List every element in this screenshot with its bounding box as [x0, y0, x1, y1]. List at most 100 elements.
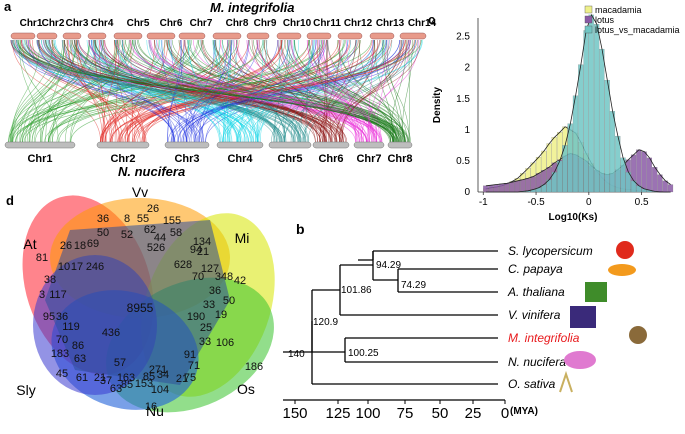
bottom-chr-bar	[97, 142, 149, 148]
venn-value: 42	[234, 275, 246, 287]
x-tick-label: 0.5	[635, 197, 649, 208]
top-chr-label: Chr9	[254, 18, 277, 29]
venn-value: 436	[102, 327, 120, 339]
tree-species-label: M. integrifolia	[508, 331, 580, 345]
hist-bar-lotus	[668, 185, 673, 192]
venn-value: 36	[209, 285, 221, 297]
tree-axis-tick-label: 75	[397, 405, 414, 422]
legend-swatch	[585, 6, 592, 13]
venn-value: 18	[74, 240, 86, 252]
venn-set-label: At	[23, 236, 36, 252]
tree-axis-tick-label: 150	[282, 405, 307, 422]
branch-n1	[358, 251, 373, 260]
venn-set-label: Os	[237, 381, 255, 397]
venn-value: 33	[203, 299, 215, 311]
y-tick-label: 0.5	[456, 156, 470, 167]
top-species-label: M. integrifolia	[210, 0, 295, 15]
venn-value: 3	[39, 289, 45, 301]
venn-value: 17	[71, 261, 83, 273]
venn-value: 21	[94, 372, 106, 384]
papaya-thumbnail	[608, 264, 636, 276]
bottom-chr-bar	[165, 142, 209, 148]
arabidopsis-thumbnail	[585, 282, 607, 302]
hist-bar-lotus	[657, 175, 662, 192]
venn-value: 61	[76, 372, 88, 384]
tree-node-label: 100.25	[348, 348, 379, 359]
top-chr-bar	[370, 33, 394, 39]
venn-value: 94	[190, 244, 202, 256]
hist-bar-lotus	[520, 180, 525, 192]
venn-set-label: Mi	[235, 230, 250, 246]
venn-value: 70	[56, 334, 68, 346]
venn-value: 104	[151, 384, 169, 396]
hist-bar-lotus_vs_macadamia	[584, 30, 589, 192]
hist-bar-lotus	[526, 178, 531, 192]
panel-d-letter: d	[6, 193, 14, 208]
bottom-chr-label: Chr5	[277, 153, 302, 165]
venn-value: 106	[216, 337, 234, 349]
venn-value: 526	[147, 242, 165, 254]
venn-value: 81	[36, 252, 48, 264]
top-chr-label: Chr4	[91, 18, 114, 29]
panel-b-letter: b	[296, 221, 305, 237]
venn-value: 628	[174, 259, 192, 271]
venn-value: 117	[49, 289, 67, 301]
y-tick-label: 2	[464, 63, 470, 74]
hist-bar-lotus	[510, 182, 515, 192]
hist-bar-lotus_vs_macadamia	[594, 24, 599, 192]
top-chr-bar	[11, 33, 35, 39]
hist-bar-lotus_vs_macadamia	[562, 145, 567, 192]
top-chr-bar	[63, 33, 81, 39]
top-chr-label: Chr1	[20, 18, 43, 29]
venn-value: 348	[215, 271, 233, 283]
hist-bar-lotus_vs_macadamia	[573, 96, 578, 192]
venn-value: 95	[43, 311, 55, 323]
tree-species-label: C. papaya	[508, 262, 563, 276]
hist-bar-lotus	[515, 181, 520, 192]
venn-value: 155	[163, 215, 181, 227]
legend-label: lotus_vs_macadamia	[595, 25, 680, 35]
top-chr-label: Chr10	[283, 18, 312, 29]
top-chr-bar	[400, 33, 426, 39]
bottom-chr-bar	[313, 142, 349, 148]
venn-value: 21	[176, 373, 188, 385]
tree-species-label: A. thaliana	[507, 285, 565, 299]
venn-value: 34	[157, 369, 169, 381]
venn-value: 246	[86, 261, 104, 273]
venn-value: 70	[192, 271, 204, 283]
tree-species-label: O. sativa	[508, 377, 556, 391]
top-chr-label: Chr12	[344, 18, 373, 29]
top-chr-bar	[179, 33, 205, 39]
tree-axis-tick-label: 100	[355, 405, 380, 422]
tree-node-label: 101.86	[341, 285, 372, 296]
bottom-chr-label: Chr4	[227, 153, 253, 165]
top-chr-label: Chr13	[376, 18, 405, 29]
venn-value: 190	[187, 311, 205, 323]
hist-bar-lotus_vs_macadamia	[610, 111, 615, 192]
venn-value: 36	[97, 213, 109, 225]
top-chr-label: Chr7	[190, 18, 213, 29]
legend-swatch	[585, 16, 592, 23]
venn-value: 58	[170, 227, 182, 239]
bottom-species-label: N. nucifera	[118, 164, 185, 179]
hist-bar-lotus_vs_macadamia	[578, 65, 583, 192]
venn-value: 163	[117, 372, 135, 384]
bottom-chr-label: Chr7	[356, 153, 381, 165]
hist-bar-lotus	[494, 185, 499, 192]
tree-node-label: 94.29	[376, 260, 401, 271]
top-chr-label: Chr11	[313, 18, 341, 29]
legend-label: lotus	[595, 15, 615, 25]
tree-axis-tick-label: 0	[501, 405, 509, 422]
hist-bar-lotus_vs_macadamia	[605, 80, 610, 192]
hist-bar-lotus	[647, 158, 652, 192]
hist-bar-lotus_vs_macadamia	[589, 15, 594, 192]
venn-value: 36	[56, 311, 68, 323]
synteny-links	[9, 40, 423, 142]
